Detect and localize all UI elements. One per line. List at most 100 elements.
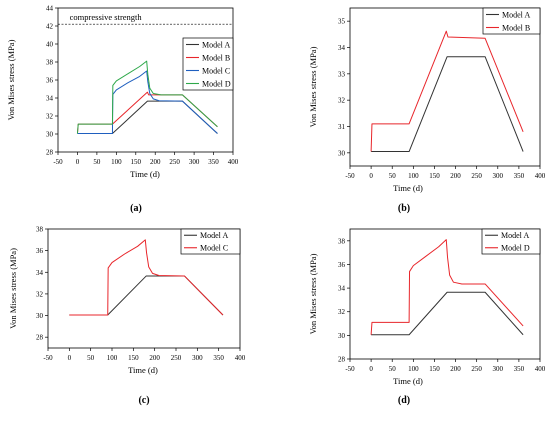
y-tick-label: 38 — [46, 59, 54, 67]
y-tick-label: 34 — [338, 44, 346, 52]
panel-label: (a) — [130, 203, 142, 214]
series-line-model-c — [69, 239, 224, 316]
legend: Model A Model B — [482, 7, 541, 35]
x-tick-label: 50 — [87, 354, 95, 362]
legend: Model A Model D — [481, 228, 541, 255]
x-tick-label: 100 — [408, 365, 419, 373]
x-tick-label: 350 — [514, 172, 525, 180]
x-tick-label: -50 — [43, 354, 53, 362]
x-tick-label: 300 — [192, 354, 203, 362]
chart-panel-2: -50 0 50 100 150 200 250 300 350 400 30 31 32 33 34 35 T… — [308, 7, 546, 214]
x-tick-label: 200 — [149, 354, 160, 362]
x-tick-label: 50 — [389, 365, 397, 373]
x-axis-label: Time (d) — [128, 365, 158, 375]
x-tick-label: -50 — [345, 365, 355, 373]
legend-box — [481, 228, 541, 255]
y-tick-label: 28 — [338, 356, 346, 364]
series-line-model-b — [370, 30, 524, 152]
y-axis-label: Von Mises stress (MPa) — [6, 39, 16, 120]
chart-panel-3: -50 0 50 100 150 200 250 300 350 400 28 30 32 34 36 38 T… — [8, 226, 246, 407]
x-tick-label: 0 — [76, 158, 80, 166]
legend-entry: Model D — [202, 79, 231, 88]
y-tick-label: 36 — [338, 261, 346, 269]
x-tick-label: 0 — [369, 365, 373, 373]
legend-entry: Model A — [502, 10, 530, 19]
y-tick-label: 30 — [36, 312, 44, 320]
y-tick-label: 34 — [36, 269, 44, 277]
x-tick-label: 350 — [208, 158, 219, 166]
x-tick-label: 300 — [493, 365, 504, 373]
plot-frame — [349, 7, 541, 167]
legend-entry: Model B — [502, 23, 530, 32]
x-tick-label: 300 — [189, 158, 200, 166]
y-tick-label: 28 — [36, 334, 44, 342]
y-tick-label: 34 — [46, 95, 54, 103]
legend-entry: Model C — [202, 66, 230, 75]
y-tick-label: 30 — [338, 332, 346, 340]
panel-label: (c) — [138, 395, 149, 406]
plot-frame — [47, 228, 241, 349]
panel-label: (b) — [398, 203, 410, 214]
legend-entry: Model C — [200, 244, 228, 253]
x-tick-label: -50 — [53, 158, 63, 166]
y-tick-label: 35 — [338, 18, 346, 26]
x-tick-label: 150 — [131, 158, 142, 166]
reference-line-label: compressive strength — [70, 12, 143, 22]
y-axis-label: Von Mises stress (MPa) — [8, 248, 18, 329]
legend-entry: Model A — [200, 231, 228, 240]
x-tick-label: 250 — [471, 172, 482, 180]
y-tick-label: 38 — [36, 226, 44, 234]
y-tick-label: 32 — [338, 97, 346, 105]
legend: Model A Model C — [180, 228, 241, 255]
x-tick-label: -50 — [345, 172, 355, 180]
x-tick-label: 400 — [535, 172, 546, 180]
y-tick-label: 36 — [46, 77, 54, 85]
x-axis-label: Time (d) — [393, 376, 423, 386]
series-line-model-a — [371, 56, 524, 153]
y-tick-label: 42 — [46, 23, 54, 31]
y-tick-label: 44 — [46, 5, 54, 13]
panel-label: (d) — [398, 395, 410, 406]
x-tick-label: 350 — [514, 365, 525, 373]
plot-frame — [349, 228, 541, 360]
y-tick-label: 40 — [46, 41, 54, 49]
legend-entry: Model A — [501, 231, 529, 240]
x-axis-label: Time (d) — [130, 169, 160, 179]
y-tick-label: 36 — [36, 247, 44, 255]
x-tick-label: 100 — [111, 158, 122, 166]
y-tick-label: 32 — [46, 113, 54, 121]
x-tick-label: 100 — [107, 354, 118, 362]
series-line-model-a — [77, 100, 218, 135]
x-tick-label: 350 — [213, 354, 224, 362]
y-axis-label: Von Mises stress (MPa) — [308, 46, 318, 127]
x-tick-label: 300 — [493, 172, 504, 180]
x-tick-label: 400 — [535, 365, 546, 373]
y-tick-label: 32 — [36, 290, 44, 298]
chart-panel-4: -50 0 50 100 150 200 250 300 350 400 28 30 32 34 36 38 T… — [308, 228, 546, 406]
chart-panel-1: -50 0 50 100 150 200 250 300 350 400 28 30 32 34 36 38 4… — [6, 5, 239, 215]
legend-box — [180, 228, 241, 255]
x-tick-label: 100 — [408, 172, 419, 180]
series-line-model-b — [76, 91, 218, 134]
x-tick-label: 200 — [450, 365, 461, 373]
y-tick-label: 28 — [46, 149, 54, 157]
y-tick-label: 30 — [46, 131, 54, 139]
legend: Model A Model B Model C Model D — [182, 37, 234, 91]
legend-entry: Model B — [202, 53, 230, 62]
series-line-model-d — [76, 60, 218, 134]
x-tick-label: 50 — [93, 158, 101, 166]
y-tick-label: 31 — [338, 123, 346, 131]
x-tick-label: 150 — [429, 365, 440, 373]
x-tick-label: 150 — [128, 354, 139, 362]
x-tick-label: 150 — [429, 172, 440, 180]
x-tick-label: 200 — [150, 158, 161, 166]
x-tick-label: 400 — [235, 354, 246, 362]
x-tick-label: 400 — [228, 158, 239, 166]
x-tick-label: 200 — [450, 172, 461, 180]
series-line-model-d — [370, 239, 524, 335]
x-axis-label: Time (d) — [393, 183, 423, 193]
x-tick-label: 250 — [471, 365, 482, 373]
x-tick-label: 250 — [171, 354, 182, 362]
legend-box — [182, 37, 234, 91]
